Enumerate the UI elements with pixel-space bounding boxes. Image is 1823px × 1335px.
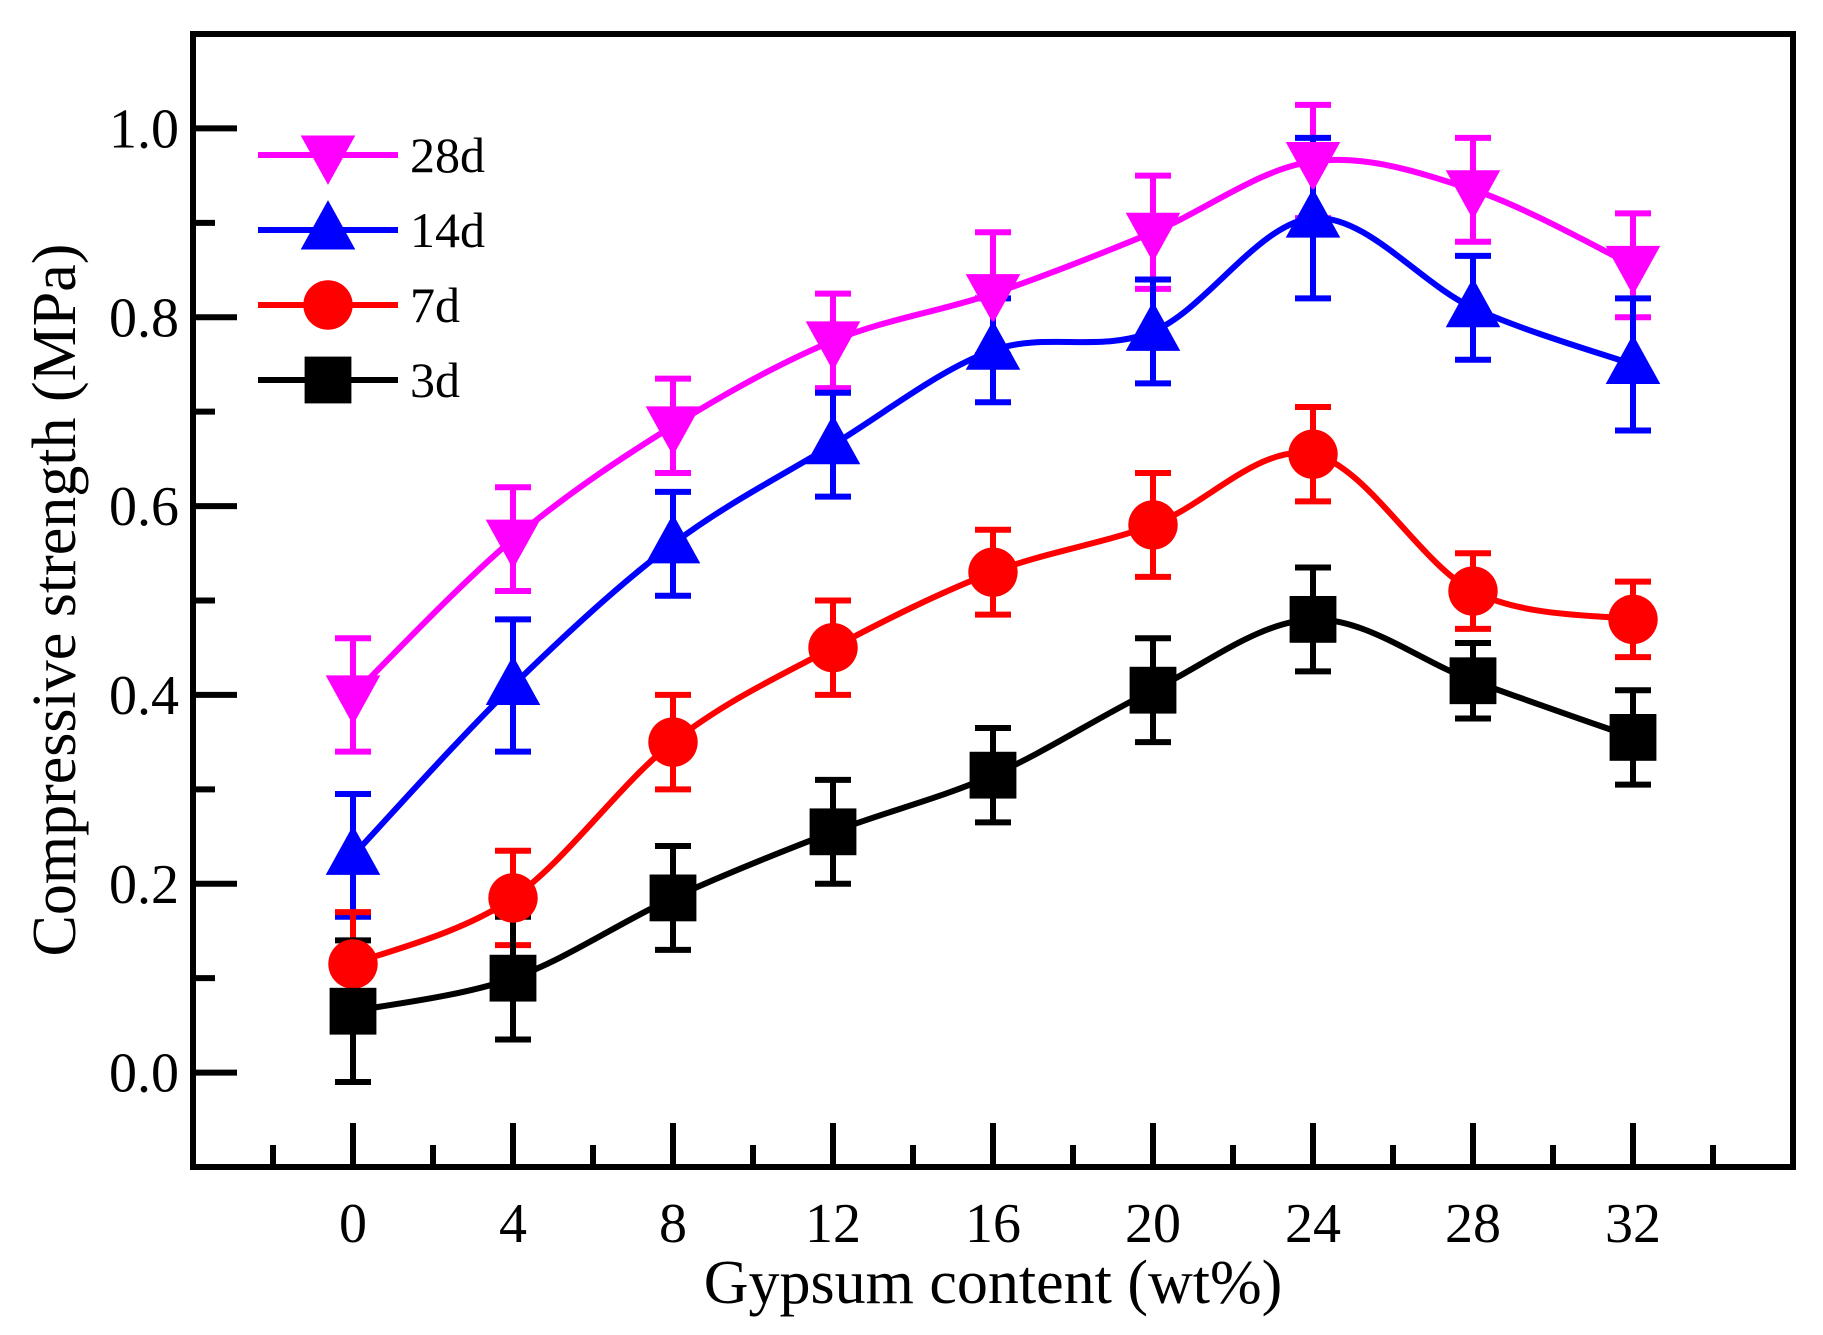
legend-item-28d: 28d: [258, 127, 485, 185]
data-point-3d-20: [1129, 666, 1177, 714]
data-point-14d-28: [1445, 277, 1501, 328]
x-tick-label: 8: [659, 1193, 687, 1255]
data-point-7d-12: [808, 623, 858, 673]
data-point-28d-32: [1605, 245, 1661, 296]
data-point-28d-12: [805, 321, 861, 371]
x-tick-label: 0: [339, 1193, 367, 1255]
data-point-14d-8: [645, 513, 701, 564]
data-point-14d-16: [965, 320, 1021, 370]
legend-item-7d: 7d: [258, 277, 460, 333]
y-tick-label: 0.4: [109, 665, 179, 727]
y-axis-title: Compressive strength (MPa): [21, 244, 89, 957]
data-point-7d-16: [968, 547, 1018, 597]
x-tick-label: 16: [965, 1193, 1021, 1255]
legend-marker: [300, 200, 356, 250]
x-tick-label: 4: [499, 1193, 527, 1255]
data-point-7d-32: [1608, 594, 1658, 645]
data-point-7d-24: [1288, 429, 1338, 479]
legend-label: 7d: [410, 277, 460, 333]
data-point-28d-4: [485, 519, 541, 570]
legend-marker: [300, 135, 356, 185]
legend-marker: [303, 280, 353, 330]
x-tick-label: 28: [1445, 1193, 1501, 1255]
legend-label: 28d: [410, 127, 485, 183]
data-point-28d-0: [325, 675, 381, 725]
y-axis-ticks: 0.0 0.2 0.4 0.6 0.8 1.0: [109, 98, 237, 1170]
markers-layer: [325, 141, 1661, 1035]
data-point-7d-4: [488, 873, 538, 923]
x-axis-ticks: 0 4 8 12 16 20 24 28 32: [270, 1123, 1716, 1255]
data-point-3d-16: [969, 751, 1017, 799]
legend-item-14d: 14d: [258, 200, 485, 258]
data-point-7d-20: [1128, 500, 1178, 550]
legend-marker: [304, 356, 352, 404]
data-point-28d-8: [645, 406, 701, 456]
data-point-28d-16: [965, 274, 1021, 324]
data-point-3d-28: [1449, 657, 1497, 705]
data-point-3d-4: [489, 954, 537, 1002]
data-point-14d-12: [805, 414, 861, 465]
x-tick-label: 24: [1285, 1193, 1341, 1255]
data-point-3d-24: [1289, 595, 1337, 643]
data-point-28d-28: [1445, 170, 1501, 220]
legend: 28d 14d 7d 3d: [258, 127, 485, 408]
data-point-7d-8: [648, 717, 698, 767]
x-tick-label: 12: [805, 1193, 861, 1255]
y-tick-label: 0.2: [109, 854, 179, 916]
y-tick-label: 0.0: [109, 1043, 179, 1105]
data-point-3d-32: [1609, 714, 1657, 761]
x-tick-label: 20: [1125, 1193, 1181, 1255]
data-point-14d-4: [485, 655, 541, 705]
legend-label: 3d: [410, 352, 460, 408]
y-tick-label: 1.0: [109, 98, 179, 160]
y-tick-label: 0.6: [109, 476, 179, 538]
x-axis-title: Gypsum content (wt%): [704, 1249, 1283, 1317]
data-point-14d-32: [1605, 334, 1661, 384]
data-point-14d-0: [325, 825, 381, 875]
data-point-3d-8: [649, 874, 697, 922]
legend-item-3d: 3d: [258, 352, 460, 408]
data-point-14d-20: [1125, 301, 1181, 351]
y-tick-label: 0.8: [109, 287, 179, 349]
data-point-3d-12: [809, 808, 857, 856]
data-point-7d-0: [328, 939, 378, 989]
x-tick-label: 32: [1605, 1193, 1661, 1255]
legend-label: 14d: [410, 202, 485, 258]
data-point-7d-28: [1448, 566, 1498, 616]
data-point-28d-20: [1125, 212, 1181, 263]
data-point-3d-0: [329, 987, 377, 1035]
data-point-28d-24: [1285, 141, 1341, 192]
data-point-14d-24: [1285, 188, 1341, 238]
